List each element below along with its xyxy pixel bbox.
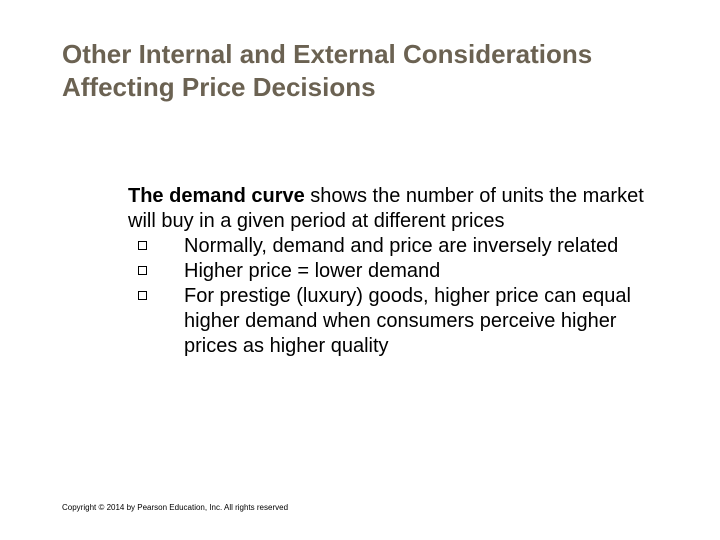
slide-body: The demand curve shows the number of uni…	[128, 184, 648, 359]
bullet-text: Higher price = lower demand	[184, 260, 440, 282]
bullet-list: Normally, demand and price are inversely…	[128, 234, 648, 359]
square-bullet-icon	[138, 241, 147, 250]
bullet-item: For prestige (luxury) goods, higher pric…	[128, 284, 648, 359]
square-bullet-icon	[138, 266, 147, 275]
slide-title-block: Other Internal and External Consideratio…	[62, 38, 662, 103]
slide-title: Other Internal and External Consideratio…	[62, 38, 662, 103]
square-bullet-icon	[138, 291, 147, 300]
lead-bold-term: The demand curve	[128, 185, 305, 207]
copyright-footer: Copyright © 2014 by Pearson Education, I…	[62, 503, 288, 512]
bullet-item: Higher price = lower demand	[128, 259, 648, 284]
bullet-text: Normally, demand and price are inversely…	[184, 235, 618, 257]
bullet-text: For prestige (luxury) goods, higher pric…	[184, 285, 631, 357]
bullet-item: Normally, demand and price are inversely…	[128, 234, 648, 259]
lead-paragraph: The demand curve shows the number of uni…	[128, 184, 648, 234]
